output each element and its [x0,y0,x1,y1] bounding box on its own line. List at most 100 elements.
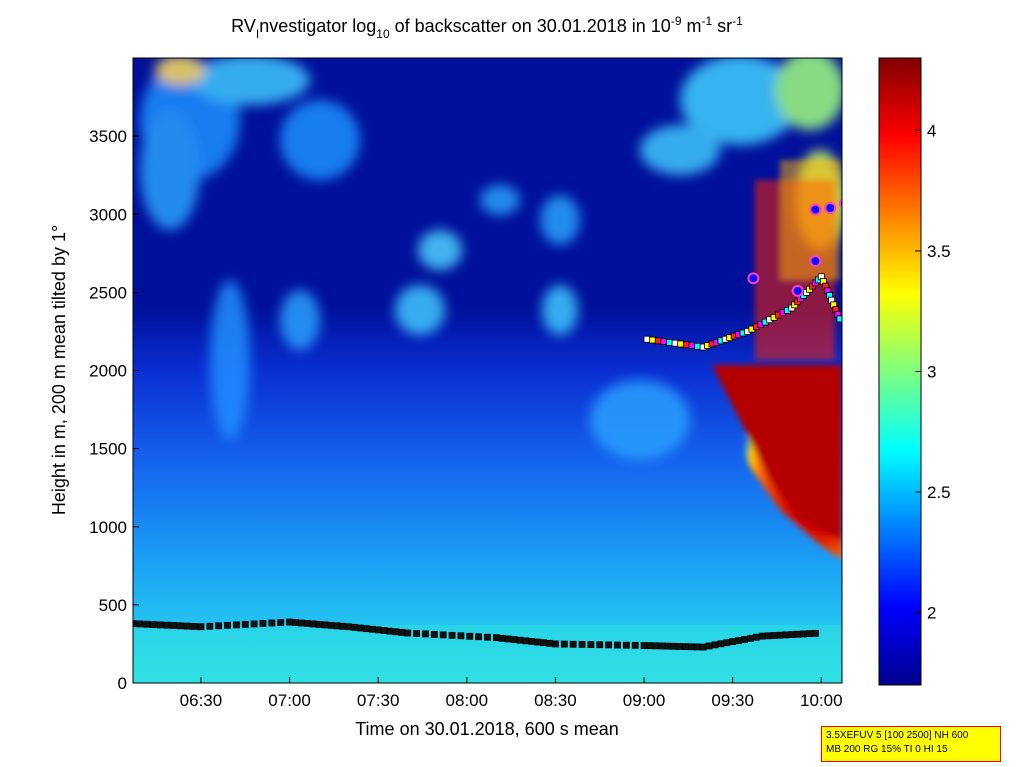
lowest-layer-marker [183,622,191,630]
lowest-layer-marker [475,633,483,641]
colorbar-axis: 2 2.5 3 3.5 4 [915,121,951,623]
lowest-layer-marker [197,623,205,631]
lowest-layer-marker [646,642,654,650]
lowest-layer-marker [747,634,754,642]
lowest-layer-marker [190,623,198,630]
lowest-layer-marker [206,622,214,630]
upper-layer-marker [836,315,842,323]
lowest-layer-marker [682,643,689,650]
lowest-layer-marker [528,638,536,645]
colorbar-tick-label: 4 [927,121,936,140]
lowest-layer-marker [800,630,807,638]
lowest-layer-marker [156,621,164,629]
lowest-layer-marker [670,642,678,650]
lowest-layer-marker [133,620,137,628]
lowest-layer-marker [357,624,364,632]
chart-title: RVInvestigator log10 of backscatter on 3… [231,14,743,41]
lowest-layer-marker [806,630,813,638]
lowest-layer-marker [339,622,347,630]
lowest-layer-marker [232,621,240,629]
y-axis: 0 500 1000 1500 2000 2500 3000 3500 [89,127,139,693]
lowest-layer-marker [622,641,630,649]
lowest-layer-marker [484,633,491,641]
layer-markers [133,198,842,651]
lowest-layer-marker [327,621,335,629]
lowest-layer-marker [652,642,660,650]
lowest-layer-marker [439,631,447,639]
x-tick-label: 08:00 [446,691,489,710]
lowest-layer-marker [215,622,223,630]
colorbar-tick-label: 3 [927,363,936,382]
colorbar [878,57,922,686]
lowest-layer-marker [717,640,725,648]
lowest-layer-marker [605,641,613,649]
lowest-layer-marker [711,641,719,649]
x-tick-label: 06:30 [180,691,223,710]
upper-layer-marker [660,338,668,345]
lowest-layer-marker [782,631,790,639]
lowest-layer-marker [398,628,406,636]
lowest-layer-marker [333,622,341,630]
highlight-point [809,255,822,268]
backscatter-field [133,58,842,683]
lowest-layer-marker [676,643,683,650]
y-tick-label: 1000 [89,518,127,537]
lowest-layer-marker [241,621,249,628]
lowest-layer-marker [552,640,559,648]
upper-layer-marker [643,335,651,343]
lowest-layer-marker [163,621,171,629]
lowest-layer-marker [268,619,276,627]
lowest-layer-marker [522,637,530,645]
lowest-layer-marker [631,641,639,649]
lowest-layer-marker [587,641,595,648]
lowest-layer-marker [693,643,701,651]
lowest-layer-marker [321,621,329,629]
lowest-layer-marker [374,626,382,634]
x-axis-label: Time on 30.01.2018, 600 s mean [355,719,619,739]
lowest-layer-marker [315,621,323,628]
x-tick-label: 10:00 [800,691,843,710]
lowest-layer-marker [640,642,648,649]
highlight-point [809,203,822,216]
lowest-layer-marker [303,620,311,627]
upper-layer-marker [694,342,701,350]
lowest-layer-marker [259,620,267,627]
lowest-layer-marker [770,632,778,639]
lowest-layer-marker [723,639,731,647]
lowest-layer-marker [546,639,553,647]
lowest-layer-marker [143,620,150,628]
y-axis-label: Height in m, 200 m mean tilted by 1° [49,225,69,515]
lowest-layer-marker [422,630,429,638]
lowest-layer-marker [812,629,819,637]
lowest-layer-marker [277,619,285,626]
lowest-layer-marker [392,628,400,636]
lowest-layer-marker [149,621,157,628]
lowest-layer-marker [492,634,500,642]
lowest-layer-marker [404,629,412,637]
lowest-layer-marker [448,631,456,639]
x-axis: 06:30 07:00 07:30 08:00 08:30 09:00 09:30 10:00 [180,677,843,710]
y-tick-label: 1500 [89,440,127,459]
upper-layer-marker [671,339,679,347]
lowest-layer-marker [250,620,258,628]
lowest-layer-marker [794,630,802,638]
x-tick-label: 07:30 [357,691,400,710]
lowest-layer-marker [286,618,293,626]
lowest-layer-marker [386,627,394,635]
lowest-layer-marker [504,635,512,643]
x-tick-label: 08:30 [534,691,577,710]
upper-layer-marker [666,338,673,346]
upper-layer-marker [649,336,657,344]
lowest-layer-marker [362,625,370,633]
lowest-layer-marker [309,620,317,628]
info-line-2: MB 200 RG 15% TI 0 HI 15 [826,744,948,755]
x-tick-label: 09:30 [711,691,754,710]
lowest-layer-marker [729,638,737,645]
lowest-layer-marker [735,637,743,644]
lowest-layer-marker [699,643,707,651]
upper-layer-marker [682,341,690,349]
lowest-layer-marker [758,632,766,640]
lowest-layer-marker [658,642,666,650]
y-tick-label: 500 [99,596,127,615]
y-tick-label: 2500 [89,283,127,302]
